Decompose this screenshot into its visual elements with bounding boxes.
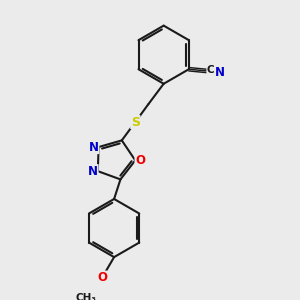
Text: N: N <box>88 165 98 178</box>
Text: N: N <box>89 140 99 154</box>
Text: S: S <box>131 116 140 129</box>
Text: O: O <box>97 271 107 284</box>
Text: O: O <box>135 154 145 167</box>
Text: N: N <box>214 66 225 79</box>
Text: C: C <box>207 65 214 75</box>
Text: CH₃: CH₃ <box>76 293 97 300</box>
